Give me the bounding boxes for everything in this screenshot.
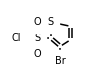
Text: O: O [33, 49, 41, 59]
Text: S: S [34, 33, 40, 43]
Text: Br: Br [55, 56, 66, 66]
Text: Cl: Cl [12, 33, 21, 43]
Text: S: S [48, 17, 54, 27]
Text: O: O [33, 17, 41, 27]
